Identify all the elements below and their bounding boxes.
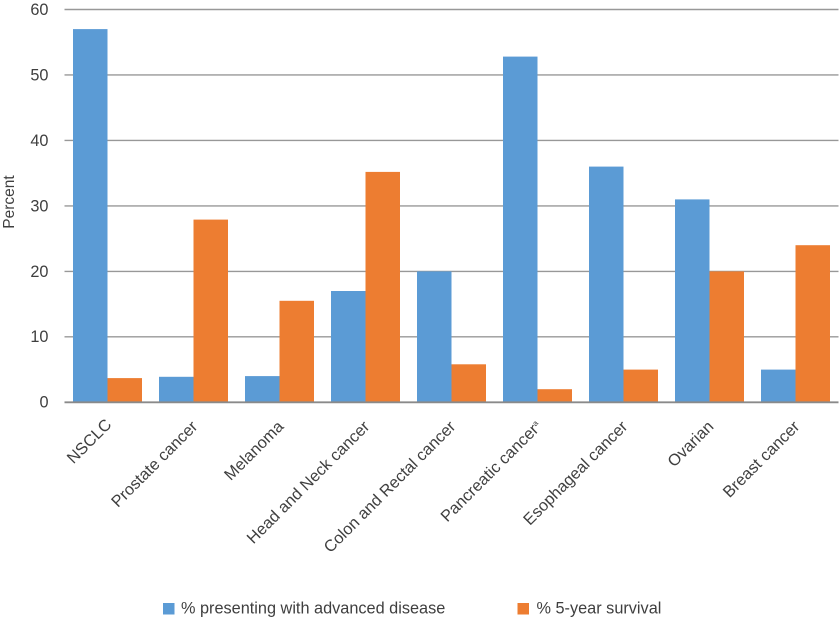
svg-text:10: 10: [30, 328, 48, 346]
svg-text:% presenting with advanced dis: % presenting with advanced disease: [181, 600, 445, 618]
svg-text:% 5-year survival: % 5-year survival: [537, 600, 662, 618]
svg-text:40: 40: [30, 132, 48, 150]
svg-text:Percent: Percent: [1, 175, 18, 229]
svg-text:30: 30: [30, 197, 48, 215]
svg-text:0: 0: [39, 394, 48, 412]
svg-text:60: 60: [30, 1, 48, 19]
svg-text:20: 20: [30, 263, 48, 281]
svg-text:50: 50: [30, 66, 48, 84]
